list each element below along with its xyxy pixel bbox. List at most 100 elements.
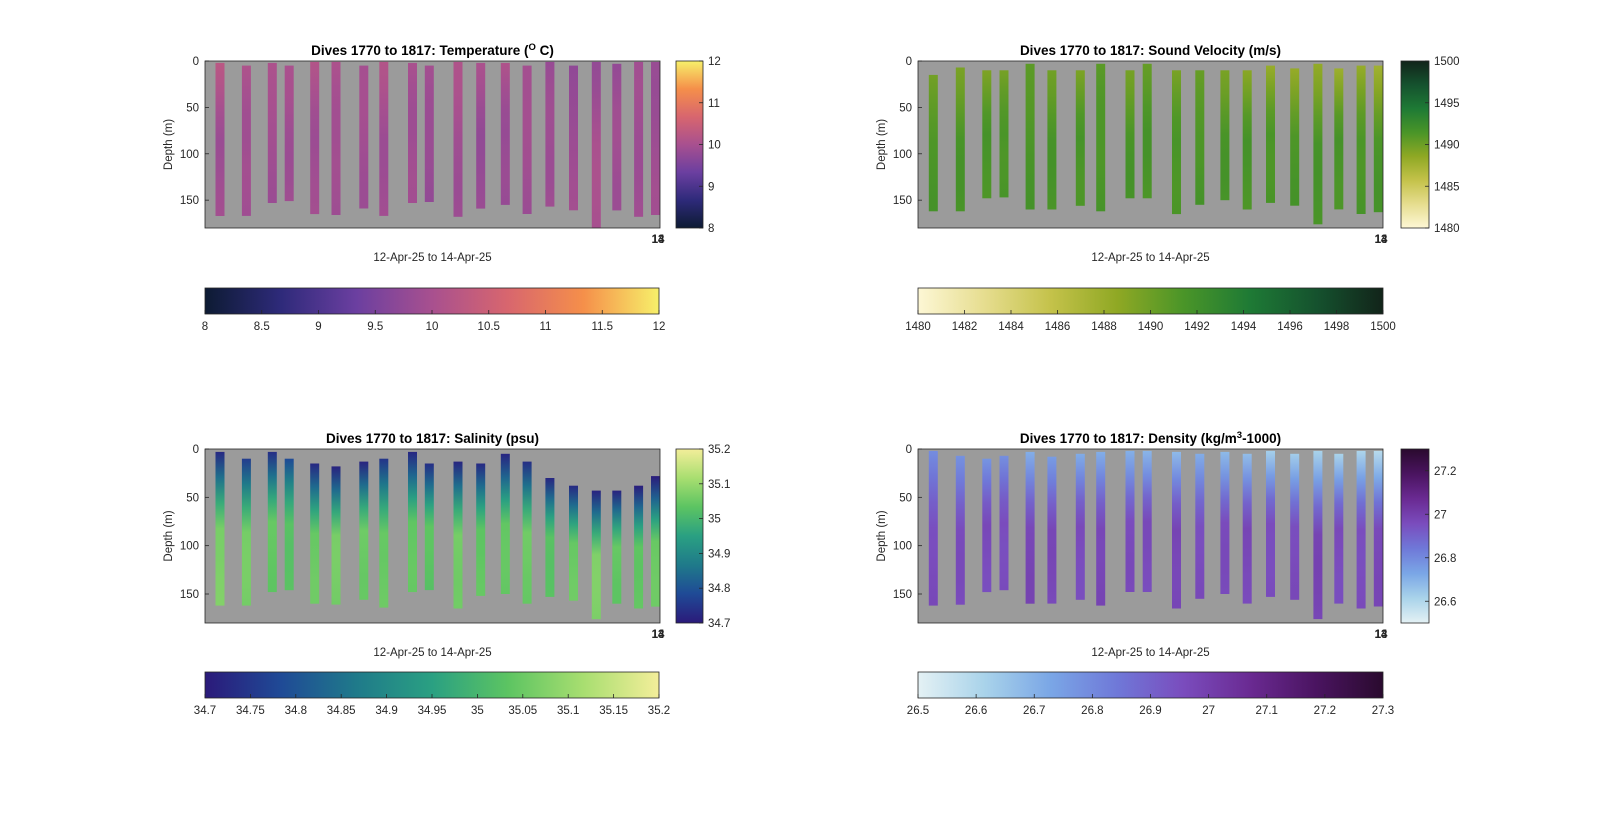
dive-profile-9 [1125,450,1135,592]
dive-profile-1 [215,451,225,606]
y-tick-label: 150 [180,195,199,207]
bottom-colorbar-tick-label: 35.15 [599,705,628,717]
dive-profile-17 [591,61,601,229]
dive-profile-10 [424,463,434,591]
y-tick-label: 100 [893,149,912,161]
side-colorbar-tick-label: 27.2 [1434,466,1456,478]
dive-profile-16 [569,485,578,601]
chart-title-superscript: O [528,42,535,53]
y-tick-label: 100 [180,541,199,553]
dive-profile-11 [453,461,463,609]
axes-box [204,448,661,624]
side-colorbar-tick-label: 1485 [1434,181,1460,193]
x-tick-label: 14 [1375,234,1388,246]
bottom-colorbar-tick-label: 35.05 [508,705,537,717]
y-tick-label: 150 [180,589,199,601]
side-colorbar-tick-label: 8 [708,223,714,235]
x-tick-label: 13 [1375,234,1388,246]
x-tick-label: 13 [1375,629,1388,641]
dive-profile-7 [1075,453,1085,600]
bottom-colorbar-tick-label: 1484 [998,321,1024,333]
chart-title: Dives 1770 to 1817: Salinity (psu) [326,431,539,446]
bottom-colorbar-tick-label: 10 [426,321,439,333]
side-colorbar-tick-label: 1500 [1434,56,1460,68]
dive-profile-12 [1195,70,1205,205]
bottom-colorbar-tick-label: 27.2 [1314,705,1336,717]
dive-profile-18 [1334,68,1344,210]
dive-profile-1 [215,62,225,217]
y-tick-label: 100 [893,541,912,553]
dive-profile-15 [1266,65,1275,203]
chart-title-main: Dives 1770 to 1817: Salinity (psu) [326,431,539,446]
bottom-colorbar-tick-label: 1494 [1231,321,1257,333]
dive-profile-2 [241,458,251,606]
axes-box [917,448,1384,624]
y-tick-label: 0 [193,56,199,68]
bottom-colorbar-tick-label: 34.9 [375,705,397,717]
dive-profile-5 [1025,63,1035,210]
side-colorbar-tick-label: 27 [1434,509,1447,521]
x-tick-label: 13 [652,629,665,641]
dive-profile-19 [634,61,644,217]
y-axis-label: Depth (m) [163,119,175,170]
bottom-colorbar-tick-label: 34.7 [194,705,216,717]
bottom-colorbar-tick-label: 9 [315,321,321,333]
dive-profile-4 [999,455,1009,591]
y-tick-label: 100 [180,149,199,161]
dive-profile-2 [955,67,965,212]
dive-profile-9 [408,62,417,204]
dive-profile-2 [241,65,251,216]
dive-profile-11 [1172,451,1181,609]
dive-profile-14 [522,65,532,214]
dive-profile-12 [1195,453,1205,599]
side-colorbar-tick-label: 34.7 [708,618,730,630]
dive-profile-13 [1220,451,1230,594]
x-tick-label: 14 [652,629,665,641]
dive-profile-3 [982,458,992,593]
dive-profile-1 [928,74,938,212]
dive-profile-14 [1242,453,1252,604]
x-axis-label: 12-Apr-25 to 14-Apr-25 [1091,647,1209,659]
bottom-colorbar-tick-label: 1490 [1138,321,1164,333]
bottom-colorbar [917,287,1384,315]
side-colorbar-tick-label: 26.6 [1434,596,1456,608]
bottom-colorbar-tick-label: 1492 [1184,321,1210,333]
dive-profile-9 [1125,70,1135,199]
dive-profile-6 [1047,70,1057,210]
bottom-colorbar-tick-label: 10.5 [478,321,500,333]
dive-profile-19 [634,485,644,609]
dive-profile-6 [1047,456,1057,604]
bottom-colorbar-tick-label: 1500 [1370,321,1396,333]
dive-profile-3 [267,62,277,204]
dive-profile-4 [999,70,1009,198]
side-colorbar-tick-label: 26.8 [1434,553,1456,565]
bottom-colorbar-tick-label: 1496 [1277,321,1303,333]
dive-profile-15 [545,478,555,597]
y-axis-label: Depth (m) [876,510,888,561]
dive-profile-17 [591,490,601,620]
bottom-colorbar-tick-label: 11 [540,321,552,333]
dive-profile-16 [569,65,578,211]
bottom-colorbar-tick-label: 27.1 [1256,705,1278,717]
bottom-colorbar-tick-label: 35.2 [648,705,670,717]
side-colorbar [1400,60,1430,229]
y-tick-label: 50 [186,492,199,504]
bottom-colorbar-tick-label: 27.3 [1372,705,1394,717]
dive-profile-20 [1373,450,1383,607]
bottom-colorbar-tick-label: 1482 [952,321,978,333]
dive-profile-3 [982,70,992,199]
bottom-colorbar-tick-label: 35.1 [557,705,579,717]
chart-title-end: -1000) [1242,431,1281,446]
dive-profile-13 [1220,70,1230,201]
bottom-colorbar-tick-label: 8 [202,321,208,333]
side-colorbar-tick-label: 9 [708,181,714,193]
dive-profile-12 [476,463,486,596]
y-tick-label: 0 [906,444,912,456]
y-tick-label: 0 [193,444,199,456]
dive-profile-14 [1242,70,1252,210]
dive-profile-10 [1142,450,1152,592]
chart-title: Dives 1770 to 1817: Density (kg/m3-1000) [1020,430,1281,447]
